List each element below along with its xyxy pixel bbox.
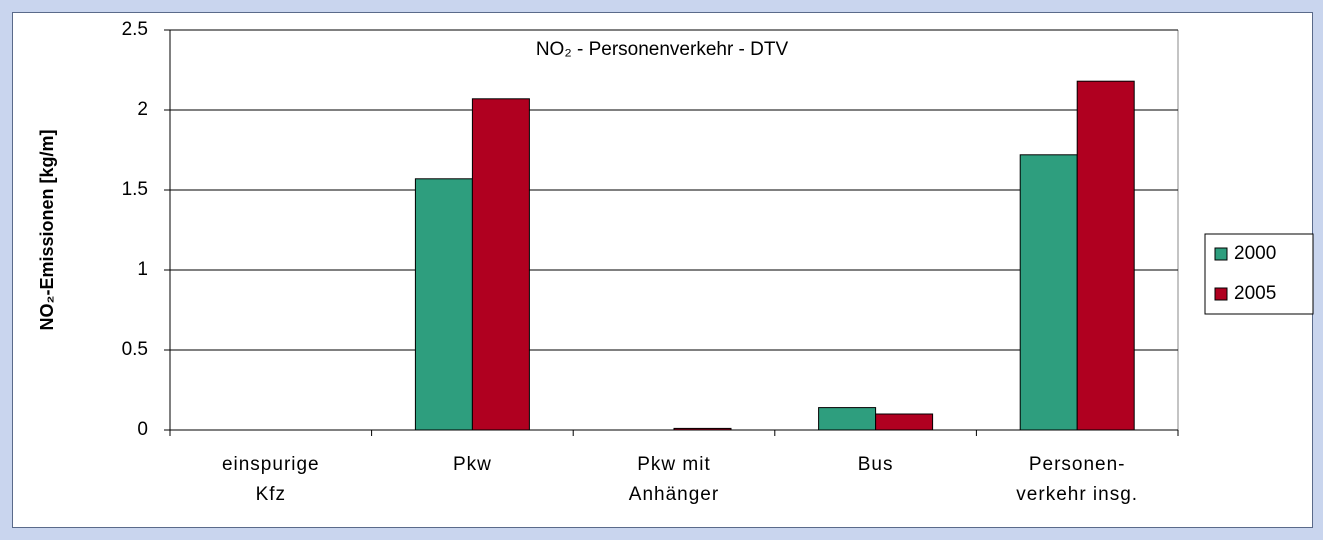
x-tick-label: Pkw: [452, 454, 492, 475]
bar: [875, 413, 934, 431]
bar: [1076, 80, 1135, 431]
legend-label: 2000: [1234, 243, 1276, 264]
y-tick-label: 2: [137, 99, 148, 120]
bar: [471, 98, 530, 431]
y-tick-label: 0: [137, 419, 148, 440]
legend-swatch: [1214, 287, 1228, 301]
legend-swatch: [1214, 247, 1228, 261]
x-tick-label: einspurige Kfz: [221, 454, 320, 505]
y-tick-label: 1.5: [122, 179, 148, 200]
bar: [818, 407, 877, 431]
y-tick-label: 2.5: [122, 19, 148, 40]
x-tick-label: Pkw mit Anhänger: [628, 454, 720, 505]
y-tick-label: 1: [137, 259, 148, 280]
x-tick-label: Personen- verkehr insg.: [1016, 454, 1139, 505]
bar: [414, 178, 473, 431]
bar: [1019, 154, 1078, 431]
legend-box: [1204, 233, 1314, 315]
legend-label: 2005: [1234, 283, 1276, 304]
x-tick-label: Bus: [857, 454, 894, 475]
y-tick-label: 0.5: [122, 339, 148, 360]
y-axis-label: NO₂-Emissionen [kg/m]: [37, 129, 57, 330]
chart-title: NO₂ - Personenverkehr - DTV: [536, 39, 789, 60]
